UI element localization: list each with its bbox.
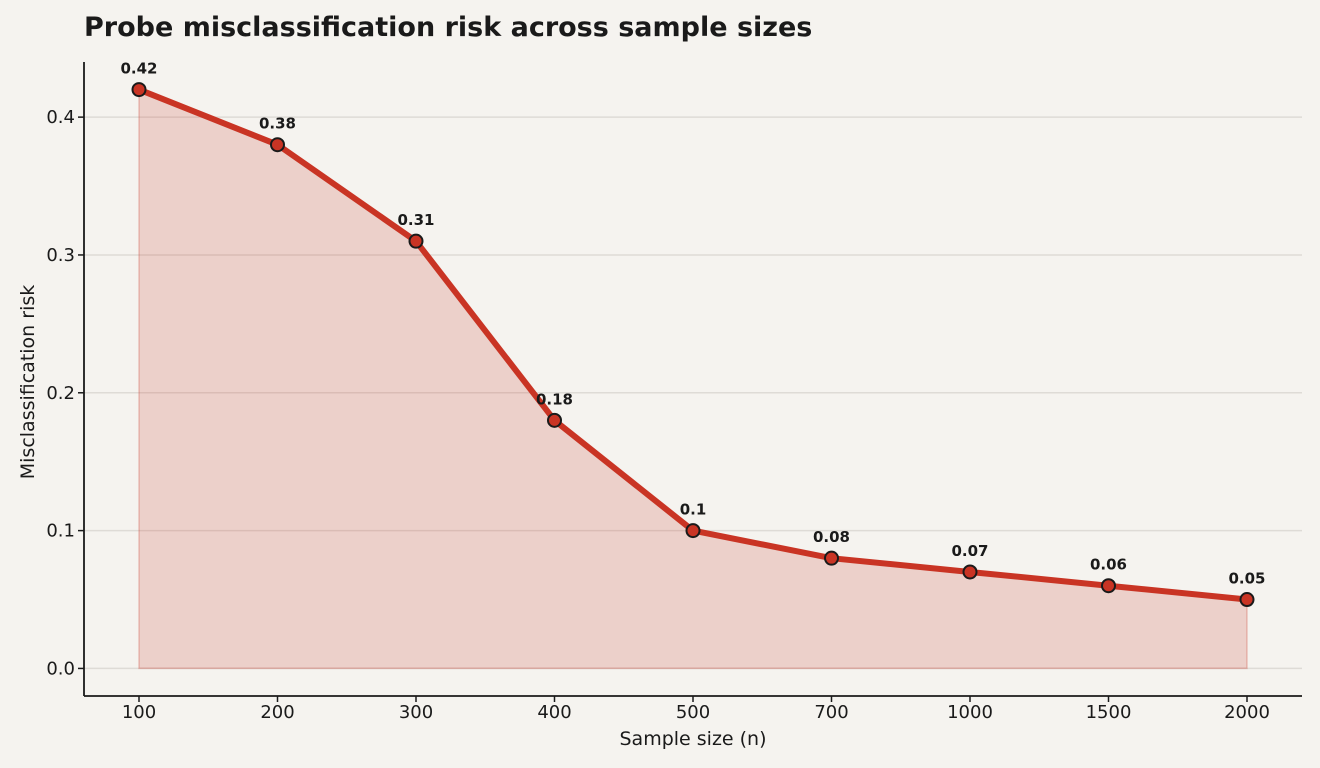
y-tick-label: 0.1 <box>46 521 75 542</box>
y-axis-label: Misclassification risk <box>17 285 39 480</box>
data-label: 0.05 <box>1228 570 1265 588</box>
data-point <box>1239 592 1255 608</box>
markers <box>131 82 1255 608</box>
x-tick-label: 1000 <box>947 702 993 723</box>
data-label: 0.08 <box>813 528 850 546</box>
data-point <box>685 523 701 539</box>
x-tick-label: 300 <box>399 702 433 723</box>
data-labels: 0.42 0.38 0.31 0.18 0.1 0.08 0.07 0.06 0.05 <box>120 60 1265 588</box>
x-tick-label: 1500 <box>1086 702 1132 723</box>
tick-labels: 0.0 0.1 0.2 0.3 0.4 100 200 300 400 500 700 1000 150… <box>46 107 1270 723</box>
data-label: 0.38 <box>259 115 296 133</box>
x-tick-label: 500 <box>676 702 710 723</box>
chart-title: Probe misclassification risk across samp… <box>84 12 813 43</box>
data-point <box>547 412 562 428</box>
x-tick-label: 200 <box>260 702 294 723</box>
data-point <box>824 550 839 566</box>
data-point <box>270 137 285 153</box>
data-label: 0.31 <box>397 211 434 229</box>
y-tick-label: 0.2 <box>46 383 75 404</box>
data-label: 0.18 <box>536 390 573 408</box>
data-label: 0.07 <box>951 542 988 560</box>
data-point <box>408 233 424 249</box>
data-label: 0.1 <box>680 501 707 519</box>
data-point <box>131 82 147 98</box>
x-tick-label: 2000 <box>1224 702 1270 723</box>
data-label: 0.06 <box>1090 556 1127 574</box>
y-tick-label: 0.3 <box>46 245 75 266</box>
y-tick-label: 0.4 <box>46 107 75 128</box>
x-tick-label: 400 <box>537 702 571 723</box>
data-label: 0.42 <box>120 60 157 78</box>
y-tick-label: 0.0 <box>46 658 75 679</box>
data-point <box>962 564 978 580</box>
x-tick-label: 700 <box>814 702 848 723</box>
data-point <box>1101 578 1116 594</box>
x-axis-label: Sample size (n) <box>619 728 766 750</box>
x-tick-label: 100 <box>122 702 156 723</box>
